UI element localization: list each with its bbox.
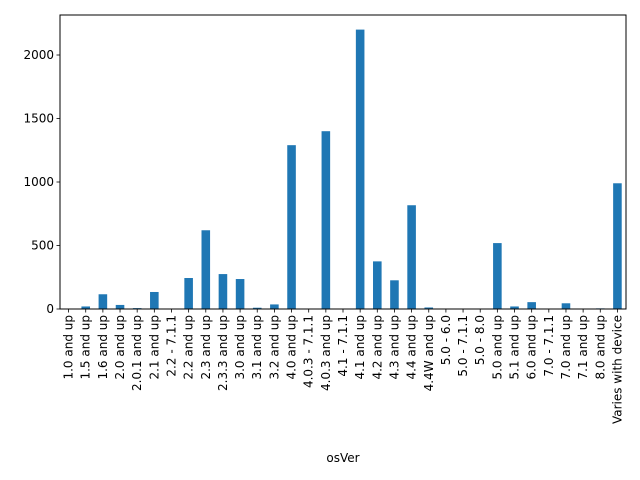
x-tick-label: 2.2 - 7.1.1 [164,315,178,377]
x-tick-label: 4.0.3 and up [319,315,333,391]
bar [81,306,91,309]
bar [355,29,365,310]
x-tick-label: 3.0 and up [233,315,247,380]
x-axis-label: osVer [326,451,359,465]
x-tick-label: 5.0 - 7.1.1 [456,315,470,377]
bar [270,304,279,309]
bar [424,307,434,309]
bar [510,306,519,309]
x-tick-label: 1.5 and up [79,315,93,380]
x-tick-label: 2.0 and up [113,315,127,380]
x-tick-label: 1.0 and up [62,315,76,380]
x-tick-label: 4.2 and up [370,315,384,380]
bar [561,303,571,309]
x-tick-label: 4.0 and up [285,315,299,380]
y-tick-label: 2000 [23,48,54,62]
bar [184,278,193,309]
x-tick-label: 5.1 and up [508,315,522,380]
x-tick-label: 7.0 and up [559,315,573,380]
x-tick-label: 3.2 and up [267,315,281,380]
bar [287,145,296,309]
bar [407,205,416,309]
x-axis-ticks: 1.0 and up 1.5 and up 1.6 and up 2.0 and up… [62,309,624,424]
x-tick-label: 2.1 and up [147,315,161,380]
bar [613,183,622,309]
x-tick-label: 4.1 and up [353,315,367,380]
bar [390,280,399,309]
x-tick-label: 4.4W and up [422,315,436,391]
x-tick-label: 7.0 - 7.1.1 [542,315,556,377]
y-tick-label: 1000 [23,175,54,189]
x-tick-label: 4.1 - 7.1.1 [336,315,350,377]
x-tick-label: 1.6 and up [96,315,110,380]
bar [527,302,536,309]
bar [493,243,502,309]
bar [235,279,245,309]
x-tick-label: 4.0.3 - 7.1.1 [302,315,316,388]
bar [98,294,108,309]
bars-group [64,29,622,310]
x-tick-label: 2.2 and up [182,315,196,380]
x-tick-label: 2.3.3 and up [216,315,230,391]
y-tick-label: 0 [46,302,54,316]
x-tick-label: 4.3 and up [387,315,401,380]
x-tick-label: 2.3 and up [199,315,213,380]
bar [321,131,331,309]
x-tick-label: 6.0 and up [525,315,539,380]
bar [150,291,159,309]
bar [252,307,262,309]
x-tick-label: Varies with device [610,315,624,424]
x-tick-label: 8.0 and up [593,315,607,380]
bar [218,274,228,309]
x-tick-label: 2.0.1 and up [130,315,144,391]
x-tick-label: 5.0 and up [490,315,504,380]
y-axis-ticks: 0 500 1000 1500 2000 [23,48,60,316]
y-tick-label: 1500 [23,112,54,126]
x-tick-label: 4.4 and up [405,315,419,380]
x-tick-label: 3.1 and up [250,315,264,380]
bar [201,230,211,309]
plot-frame [59,14,627,310]
bar [115,304,125,309]
x-tick-label: 5.0 - 6.0 [439,315,453,365]
y-tick-label: 500 [31,239,54,253]
x-tick-label: 5.0 - 8.0 [473,315,487,365]
bar [373,261,382,309]
x-tick-label: 7.1 and up [576,315,590,380]
